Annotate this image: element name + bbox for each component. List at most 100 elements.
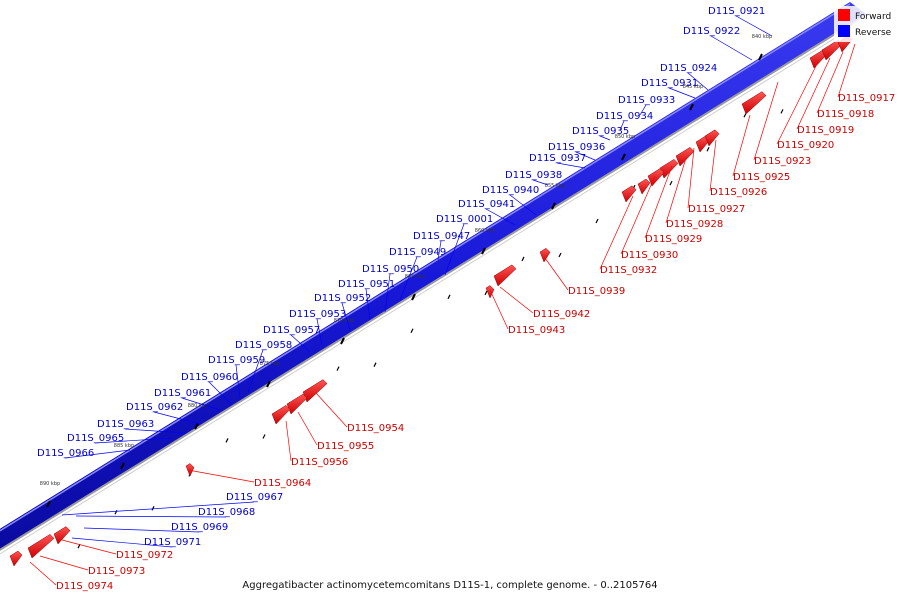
forward-gene-label[interactable]: D11S_0923 bbox=[754, 156, 811, 167]
reverse-gene-label[interactable]: D11S_0940 bbox=[482, 185, 539, 196]
reverse-gene-label[interactable]: D11S_0924 bbox=[660, 63, 717, 74]
forward-gene-label[interactable]: D11S_0955 bbox=[317, 441, 374, 452]
reverse-gene-label[interactable]: D11S_0958 bbox=[235, 340, 292, 351]
reverse-gene-label[interactable]: D11S_0965 bbox=[67, 433, 124, 444]
reverse-gene-label[interactable]: D11S_0952 bbox=[314, 293, 371, 304]
tick-mark bbox=[621, 153, 626, 161]
reverse-gene-label[interactable]: D11S_0947 bbox=[413, 231, 470, 242]
tick-mark bbox=[340, 337, 345, 345]
forward-gene-label[interactable]: D11S_0918 bbox=[817, 109, 874, 120]
reverse-gene-leader bbox=[444, 223, 465, 276]
reverse-gene-label[interactable]: D11S_0938 bbox=[505, 170, 562, 181]
reverse-gene-label[interactable]: D11S_0951 bbox=[338, 279, 395, 290]
forward-gene-label[interactable]: D11S_0974 bbox=[56, 581, 113, 592]
tick-mark bbox=[120, 462, 125, 470]
reverse-gene-leader bbox=[365, 288, 371, 321]
forward-gene-block bbox=[9, 550, 23, 567]
forward-gene-label[interactable]: D11S_0973 bbox=[88, 566, 145, 577]
reverse-gene-leader bbox=[687, 72, 709, 91]
forward-gene-label[interactable]: D11S_0926 bbox=[710, 187, 767, 198]
reverse-gene-label[interactable]: D11S_0931 bbox=[641, 78, 698, 89]
forward-gene-leader bbox=[29, 561, 57, 586]
forward-gene-label[interactable]: D11S_0917 bbox=[838, 93, 895, 104]
forward-gene-leader bbox=[285, 420, 292, 462]
forward-gene-leader bbox=[837, 43, 856, 98]
forward-gene-label[interactable]: D11S_0920 bbox=[777, 140, 834, 151]
reverse-gene-label[interactable]: D11S_0957 bbox=[263, 325, 320, 336]
reverse-gene-label[interactable]: D11S_0933 bbox=[618, 95, 675, 106]
forward-gene-block bbox=[675, 147, 695, 167]
forward-gene-leader bbox=[687, 147, 695, 209]
reverse-gene-label[interactable]: D11S_0936 bbox=[548, 142, 605, 153]
forward-gene-leader bbox=[599, 195, 634, 270]
reverse-gene-label[interactable]: D11S_0001 bbox=[436, 214, 493, 225]
forward-gene-label[interactable]: D11S_0929 bbox=[645, 234, 702, 245]
forward-gene-block bbox=[621, 185, 637, 203]
forward-gene-label[interactable]: D11S_0954 bbox=[347, 423, 404, 434]
reverse-gene-label[interactable]: D11S_0963 bbox=[97, 419, 154, 430]
reverse-gene-label[interactable]: D11S_0921 bbox=[708, 6, 765, 17]
tick-label: 845 kbp bbox=[683, 84, 703, 90]
reverse-gene-label[interactable]: D11S_0953 bbox=[289, 309, 346, 320]
intergenic-mark bbox=[669, 180, 673, 186]
reverse-gene-label[interactable]: D11S_0971 bbox=[144, 537, 201, 548]
forward-gene-label[interactable]: D11S_0919 bbox=[797, 125, 854, 136]
forward-gene-label[interactable]: D11S_0942 bbox=[533, 309, 590, 320]
forward-gene-leader bbox=[796, 57, 831, 130]
reverse-gene-label[interactable]: D11S_0934 bbox=[596, 111, 653, 122]
tick-label: 880 kbp bbox=[188, 403, 208, 409]
tick-label: 865 kbp bbox=[405, 274, 425, 280]
reverse-gene-leader bbox=[316, 318, 323, 346]
reverse-gene-label[interactable]: D11S_0968 bbox=[198, 507, 255, 518]
forward-gene-block bbox=[637, 178, 651, 195]
forward-gene-leader bbox=[297, 411, 318, 446]
reverse-gene-label[interactable]: D11S_0949 bbox=[389, 247, 446, 258]
intergenic-mark bbox=[114, 509, 118, 515]
forward-gene-label[interactable]: D11S_0943 bbox=[508, 325, 565, 336]
tick-labels: 840 kbp 845 kbp 850 kbp 855 kbp 860 kbp 865 k… bbox=[40, 34, 772, 487]
reverse-gene-label[interactable]: D11S_0959 bbox=[208, 355, 265, 366]
tick-mark bbox=[481, 247, 486, 255]
forward-gene-label[interactable]: D11S_0964 bbox=[254, 478, 311, 489]
reverse-gene-label[interactable]: D11S_0962 bbox=[126, 402, 183, 413]
forward-gene-label[interactable]: D11S_0956 bbox=[291, 457, 348, 468]
tick-mark bbox=[689, 103, 694, 111]
tick-mark bbox=[194, 422, 199, 430]
reverse-gene-label[interactable]: D11S_0960 bbox=[181, 372, 238, 383]
forward-gene-label[interactable]: D11S_0972 bbox=[116, 550, 173, 561]
reverse-gene-leader bbox=[83, 527, 200, 533]
reverse-gene-label[interactable]: D11S_0967 bbox=[226, 492, 283, 503]
reverse-gene-label[interactable]: D11S_0922 bbox=[683, 26, 740, 37]
forward-gene-label[interactable]: D11S_0928 bbox=[666, 219, 723, 230]
reverse-gene-leader bbox=[124, 428, 187, 434]
forward-gene-block bbox=[185, 463, 195, 477]
reverse-gene-label[interactable]: D11S_0969 bbox=[171, 522, 228, 533]
reverse-gene-label[interactable]: D11S_0937 bbox=[529, 153, 586, 164]
forward-gene-label[interactable]: D11S_0927 bbox=[688, 204, 745, 215]
reverse-gene-label[interactable]: D11S_0935 bbox=[572, 126, 629, 137]
reverse-gene-label[interactable]: D11S_0961 bbox=[154, 388, 211, 399]
reverse-gene-leader bbox=[208, 381, 233, 406]
forward-gene-label[interactable]: D11S_0939 bbox=[568, 286, 625, 297]
forward-gene-label[interactable]: D11S_0932 bbox=[600, 265, 657, 276]
reverse-gene-label[interactable]: D11S_0941 bbox=[458, 199, 515, 210]
forward-gene-label[interactable]: D11S_0930 bbox=[621, 250, 678, 261]
forward-gene-leader bbox=[61, 539, 117, 555]
forward-gene-block bbox=[647, 168, 665, 187]
reverse-gene-leader bbox=[710, 35, 753, 61]
forward-gene-label[interactable]: D11S_0925 bbox=[733, 172, 790, 183]
reverse-gene-label[interactable]: D11S_0966 bbox=[37, 448, 94, 459]
forward-gene-leader bbox=[499, 286, 534, 314]
intergenic-mark bbox=[706, 146, 710, 152]
genome-track-group bbox=[0, 2, 867, 555]
genome-track bbox=[0, 2, 866, 549]
forward-gene-leader bbox=[39, 555, 89, 571]
tick-label: 870 kbp bbox=[334, 318, 354, 324]
reverse-gene-leader bbox=[668, 87, 696, 99]
forward-gene-block bbox=[539, 247, 551, 263]
tick-mark bbox=[758, 53, 763, 61]
reverse-gene-label[interactable]: D11S_0950 bbox=[362, 264, 419, 275]
reverse-gene-leader bbox=[399, 256, 418, 301]
legend-reverse-swatch bbox=[838, 25, 850, 37]
